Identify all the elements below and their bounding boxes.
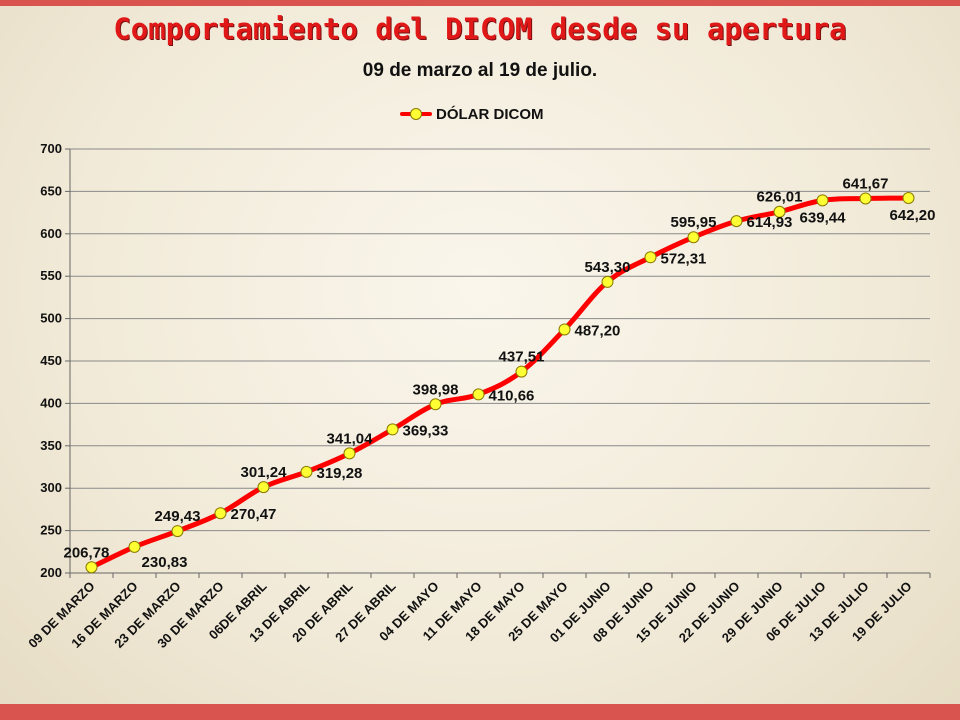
top-accent-band xyxy=(0,0,960,6)
data-point xyxy=(773,205,786,218)
y-tick-label: 450 xyxy=(40,353,62,368)
data-label: 341,04 xyxy=(327,430,374,447)
data-label: 639,44 xyxy=(800,209,847,226)
data-point xyxy=(472,388,485,401)
data-point xyxy=(257,481,270,494)
y-tick-label: 350 xyxy=(40,438,62,453)
data-label: 641,67 xyxy=(843,175,889,192)
slide-subtitle: 09 de marzo al 19 de julio. xyxy=(362,60,598,81)
y-tick-label: 650 xyxy=(40,183,62,198)
data-point xyxy=(343,447,356,460)
data-label: 595,95 xyxy=(671,214,717,231)
series-group xyxy=(85,192,915,574)
data-point xyxy=(601,275,614,288)
y-tick-label: 250 xyxy=(40,523,62,538)
data-point xyxy=(687,231,700,244)
data-label: 369,33 xyxy=(403,422,449,439)
data-point xyxy=(171,525,184,538)
y-tick-label: 600 xyxy=(40,226,62,241)
data-point xyxy=(214,507,227,520)
data-label: 398,98 xyxy=(413,381,459,398)
data-point xyxy=(644,251,657,264)
series-line xyxy=(89,195,911,570)
bottom-accent-band xyxy=(0,704,960,720)
data-labels: 206,78 230,83 249,43 270,47 301,24 319,28 341,… xyxy=(64,175,936,570)
data-label: 642,20 xyxy=(890,207,936,224)
data-label: 572,31 xyxy=(661,250,707,267)
legend-marker xyxy=(410,108,422,120)
y-tick-label: 300 xyxy=(40,480,62,495)
data-point xyxy=(902,192,915,205)
y-tick-label: 500 xyxy=(40,311,62,326)
data-label: 270,47 xyxy=(231,506,277,523)
legend-label: DÓLAR DICOM xyxy=(436,105,544,123)
data-point xyxy=(558,323,571,336)
y-tick-label: 700 xyxy=(40,141,62,156)
data-point xyxy=(515,365,528,378)
data-point xyxy=(816,194,829,207)
y-tick-label: 400 xyxy=(40,395,62,410)
data-point xyxy=(128,540,141,553)
legend: DÓLAR DICOM xyxy=(400,105,544,123)
data-label: 230,83 xyxy=(142,554,188,571)
data-point xyxy=(429,398,442,411)
data-point xyxy=(300,465,313,478)
data-label: 614,93 xyxy=(747,214,793,231)
data-label: 543,30 xyxy=(585,259,631,276)
data-label: 206,78 xyxy=(64,544,110,561)
data-label: 487,20 xyxy=(575,322,621,339)
data-label: 437,51 xyxy=(499,349,545,366)
data-label: 301,24 xyxy=(241,464,288,481)
data-point xyxy=(85,561,98,574)
y-tick-label: 550 xyxy=(40,268,62,283)
data-label: 626,01 xyxy=(757,189,803,206)
y-tick-label: 200 xyxy=(40,565,62,580)
data-label: 249,43 xyxy=(155,508,201,525)
data-point xyxy=(386,423,399,436)
y-axis-ticks: 200 250 300 350 400 450 500 550 600 650 700 xyxy=(40,141,70,580)
data-point xyxy=(859,192,872,205)
data-label: 410,66 xyxy=(489,387,535,404)
data-label: 319,28 xyxy=(317,465,363,482)
slide-title: Comportamiento del DICOM desde su apertu… xyxy=(113,12,847,46)
data-point xyxy=(730,215,743,228)
